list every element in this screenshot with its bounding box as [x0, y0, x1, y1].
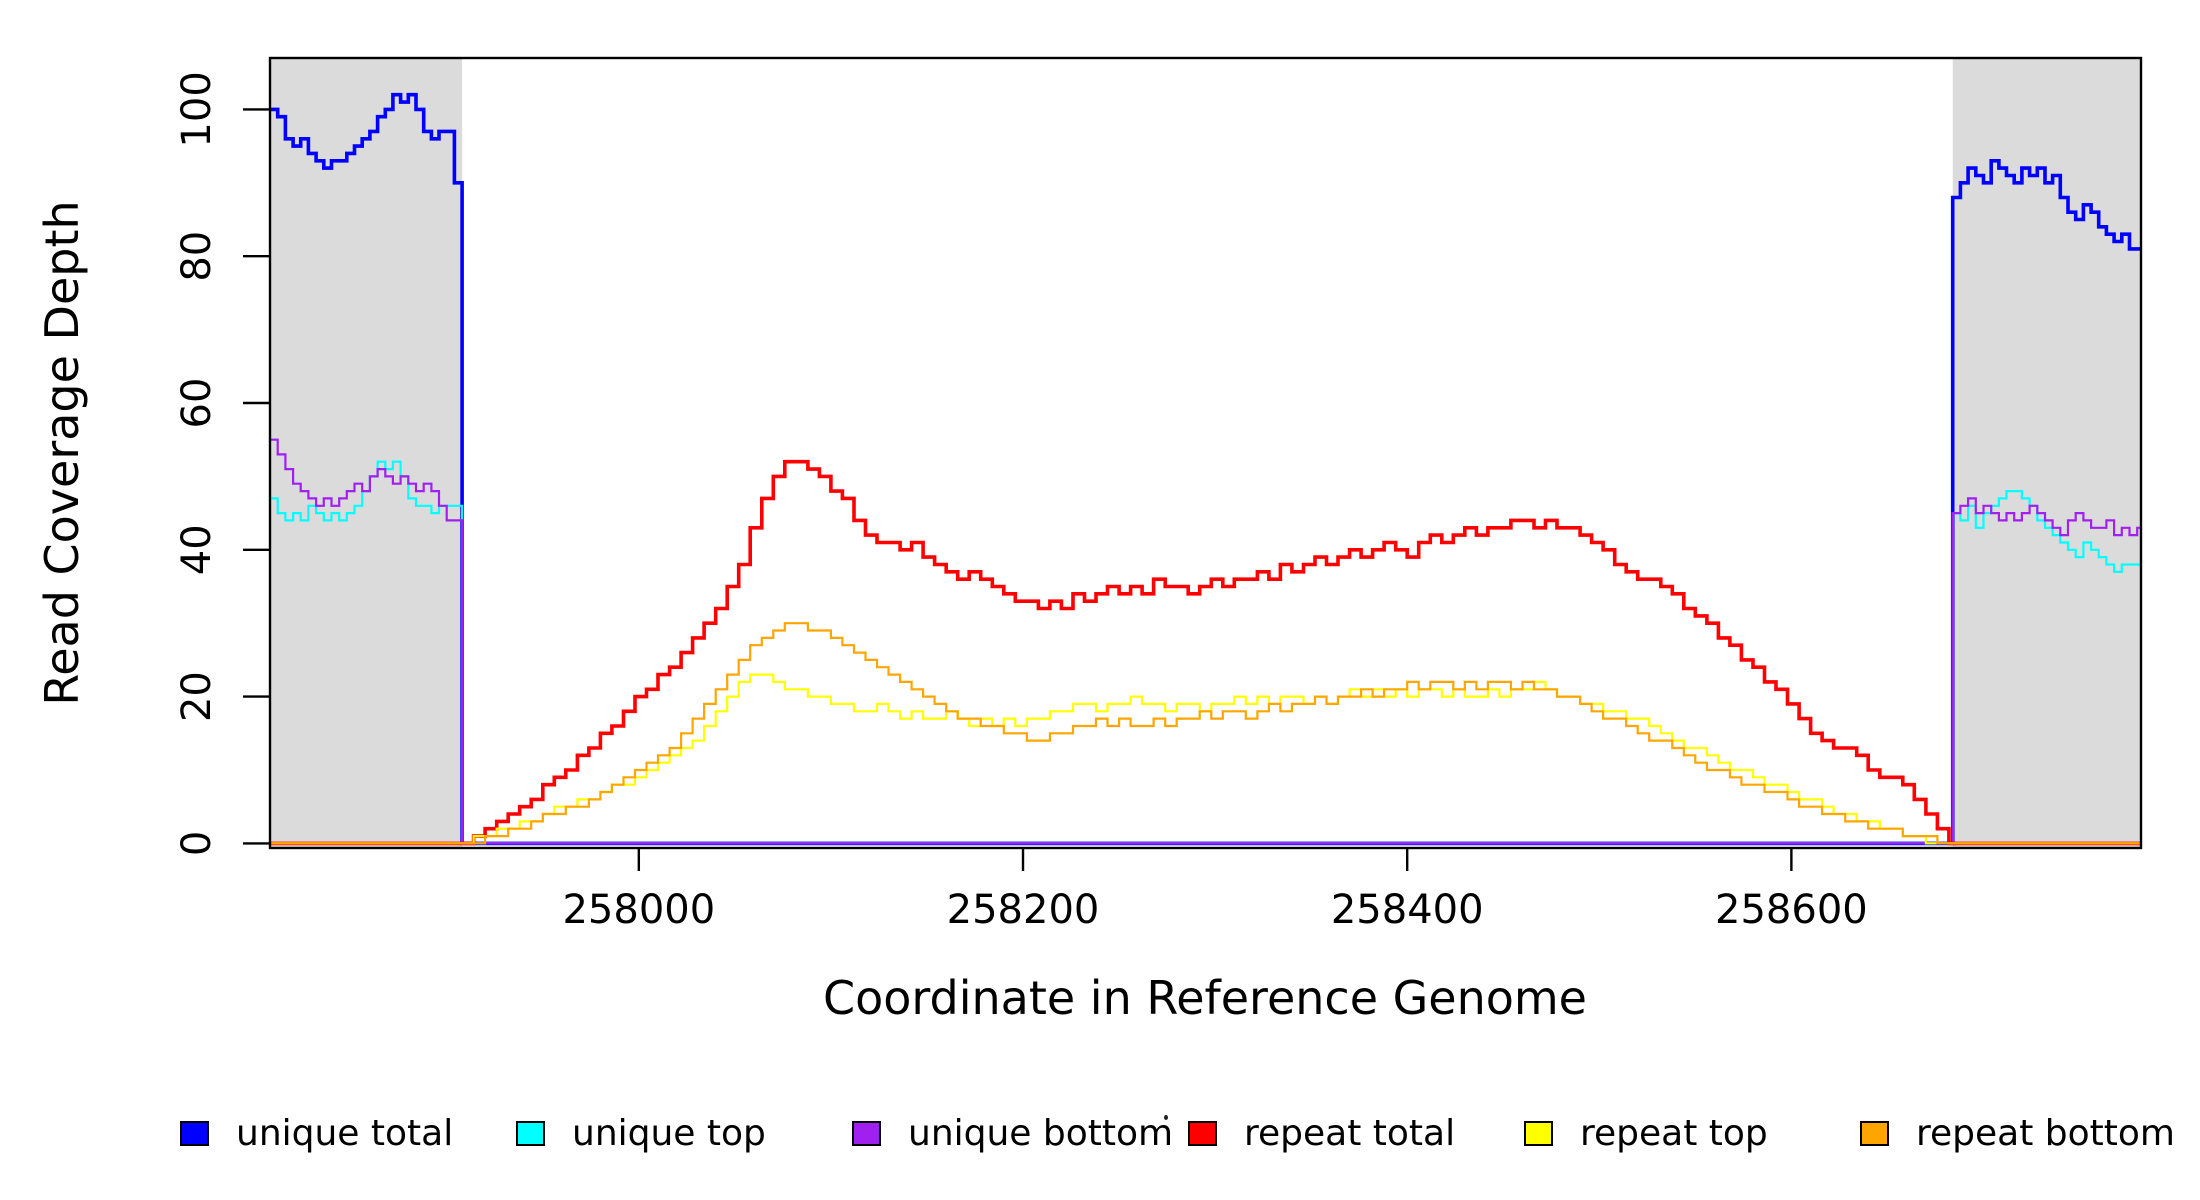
x-tick-label: 258000 — [562, 887, 715, 933]
legend-swatch-repeat-bottom — [1860, 1120, 1889, 1146]
series-repeat-bottom — [270, 622, 2141, 845]
legend-item-repeat-total: repeat total — [1188, 1102, 1455, 1164]
shaded-region-left-unique-flank — [270, 58, 463, 848]
series-unique-bottom — [270, 438, 2141, 845]
legend-swatch-unique-top — [516, 1120, 545, 1146]
legend-item-repeat-bottom: repeat bottom — [1860, 1102, 2175, 1164]
x-tick-label: 258200 — [947, 887, 1100, 933]
chart-legend: unique total unique top unique bottom repea… — [0, 1102, 2200, 1164]
x-tick-label: 258400 — [1331, 887, 1484, 933]
legend-label: unique bottom — [908, 1112, 1174, 1154]
legend-label: unique total — [236, 1112, 454, 1154]
legend-item-unique-total: unique total — [180, 1102, 453, 1164]
series-unique-total — [270, 92, 2141, 846]
legend-label: unique top — [572, 1112, 766, 1154]
series-repeat-total — [270, 459, 2141, 846]
series-repeat-top — [270, 673, 2141, 845]
legend-swatch-unique-bottom — [852, 1120, 881, 1146]
x-axis-title: Coordinate in Reference Genome — [823, 971, 1587, 1025]
legend-item-unique-top: unique top — [516, 1102, 766, 1164]
y-tick-label: 40 — [174, 524, 220, 575]
y-axis-title: Read Coverage Depth — [35, 200, 89, 705]
legend-swatch-unique-total — [180, 1120, 209, 1146]
legend-label: repeat top — [1580, 1112, 1768, 1154]
legend-item-repeat-top: repeat top — [1524, 1102, 1768, 1164]
legend-swatch-repeat-total — [1188, 1120, 1217, 1146]
y-tick-label: 100 — [174, 71, 220, 147]
y-tick-label: 0 — [174, 831, 220, 856]
legend-label: repeat bottom — [1916, 1112, 2175, 1154]
y-tick-label: 20 — [174, 671, 220, 722]
x-tick-label: 258600 — [1715, 887, 1868, 933]
legend-item-unique-bottom: unique bottom — [852, 1102, 1173, 1164]
plot-border — [268, 56, 2143, 850]
stray-mark — [1164, 1115, 1168, 1120]
legend-swatch-repeat-top — [1524, 1120, 1553, 1146]
y-tick-label: 60 — [174, 378, 220, 429]
shaded-region-right-unique-flank — [1952, 58, 2141, 848]
legend-label: repeat total — [1244, 1112, 1456, 1154]
y-tick-label: 80 — [174, 231, 220, 282]
